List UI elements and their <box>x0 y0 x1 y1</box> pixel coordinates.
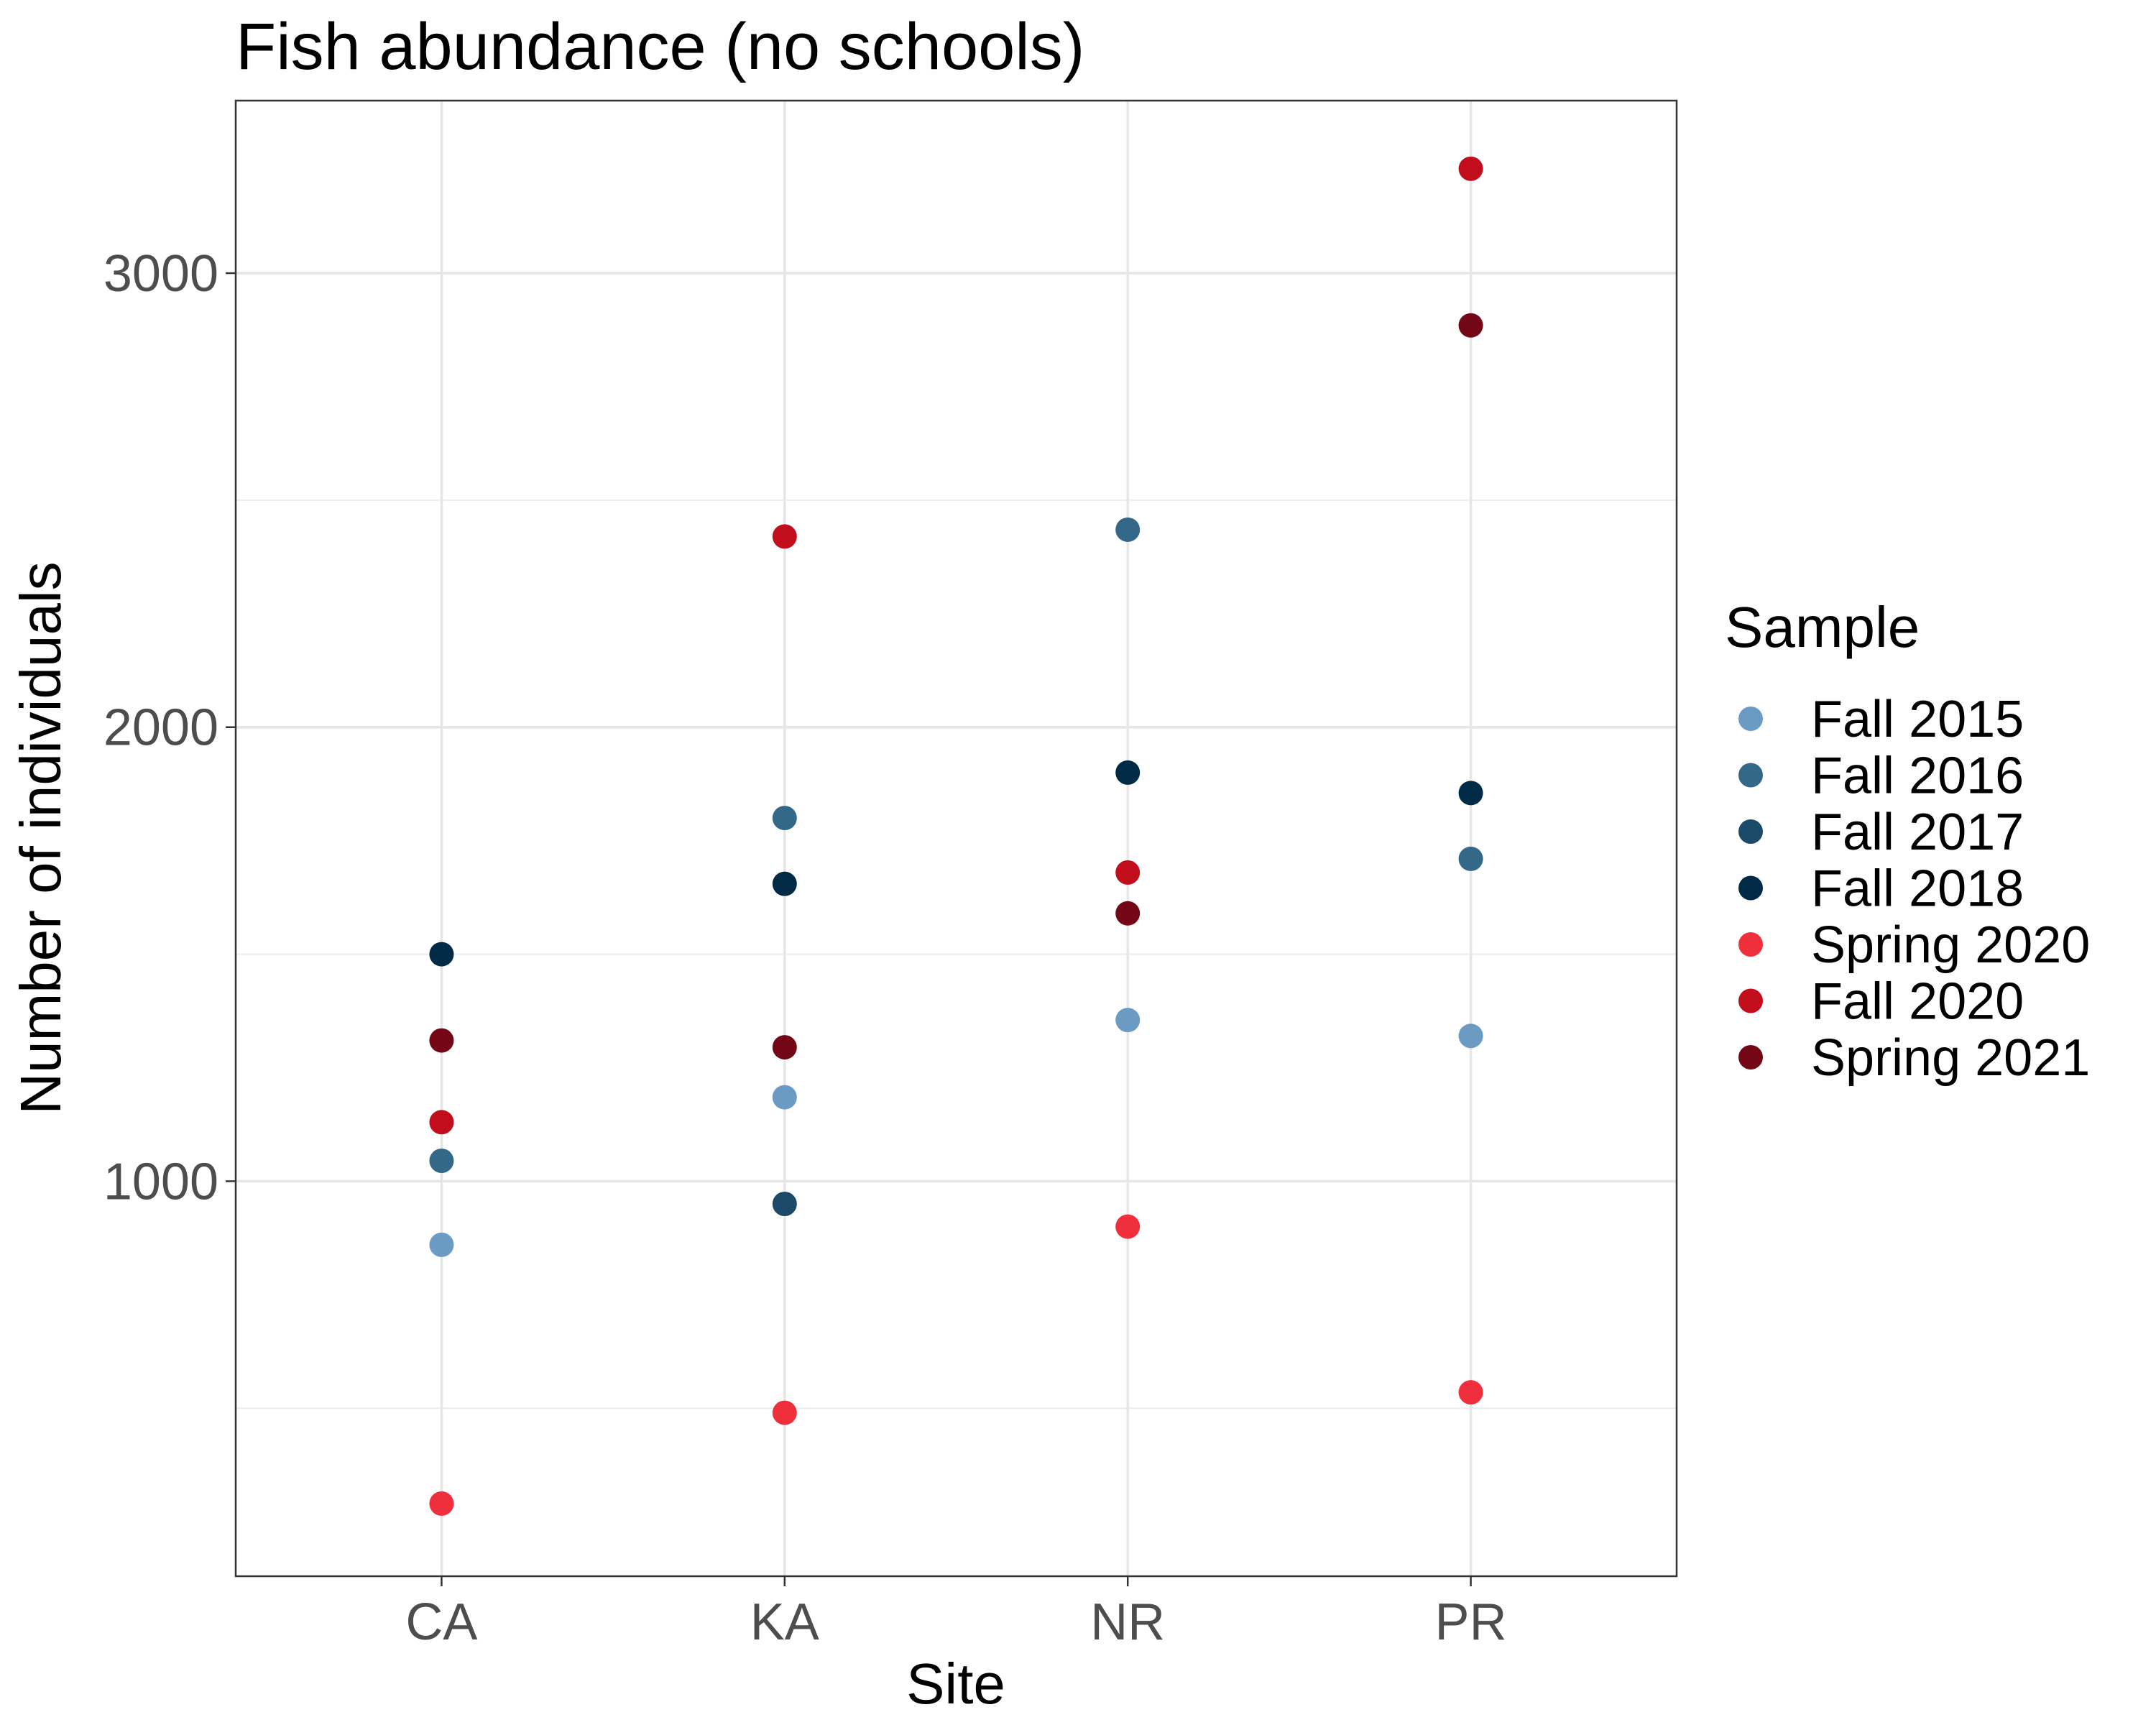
x-axis-title: Site <box>906 1652 1005 1716</box>
data-point <box>1115 901 1141 926</box>
data-point <box>1115 517 1141 542</box>
x-tick-label: CA <box>405 1593 477 1651</box>
data-point <box>429 1232 454 1257</box>
data-point <box>429 1110 454 1135</box>
x-tick-label: KA <box>750 1593 819 1651</box>
legend-label: Fall 2016 <box>1811 748 2024 805</box>
y-tick-label: 2000 <box>103 699 218 757</box>
data-point <box>772 1085 797 1110</box>
y-axis-title: Number of individuals <box>9 561 73 1114</box>
legend-title: Sample <box>1725 595 1920 659</box>
legend-key <box>1738 707 1763 731</box>
x-tick-label: NR <box>1090 1593 1165 1651</box>
legend-key <box>1738 875 1763 901</box>
major-gridlines <box>236 101 1677 1576</box>
legend-label: Fall 2020 <box>1811 973 2024 1031</box>
legend-label: Spring 2021 <box>1811 1029 2090 1087</box>
data-point <box>772 1400 797 1425</box>
data-point <box>1458 1380 1483 1405</box>
data-point <box>429 1028 454 1053</box>
data-point <box>772 1035 797 1060</box>
plot-border <box>234 99 1678 1578</box>
data-point <box>1115 1008 1141 1033</box>
x-tick-label: PR <box>1435 1593 1507 1651</box>
data-point <box>1115 760 1141 785</box>
data-point <box>1458 781 1483 806</box>
data-point <box>429 1149 454 1174</box>
data-point <box>772 806 797 831</box>
data-point <box>1115 860 1141 885</box>
y-axis: 1000 2000 3000 <box>103 245 236 1210</box>
legend-key <box>1738 988 1763 1013</box>
data-point <box>772 1192 797 1217</box>
data-point <box>1458 1024 1483 1049</box>
data-point <box>429 942 454 967</box>
legend-key <box>1738 763 1763 788</box>
legend-key <box>1738 932 1763 957</box>
legend-label: Spring 2020 <box>1811 916 2090 974</box>
data-point <box>772 524 797 549</box>
legend-label: Fall 2015 <box>1811 691 2024 748</box>
data-point <box>1115 1214 1141 1239</box>
legend-label: Fall 2017 <box>1811 804 2024 861</box>
data-points <box>429 156 1483 1516</box>
data-point <box>429 1491 454 1516</box>
data-point <box>1458 156 1483 181</box>
legend-key <box>1738 819 1763 844</box>
data-point <box>1458 846 1483 871</box>
data-point <box>1458 313 1483 338</box>
data-point <box>772 871 797 896</box>
x-axis: CA KA NR PR <box>405 1576 1507 1651</box>
chart-title: Fish abundance (no schools) <box>236 10 1084 83</box>
legend-key <box>1738 1045 1763 1070</box>
y-tick-label: 3000 <box>103 245 218 303</box>
plot-panel <box>236 101 1677 1576</box>
legend-label: Fall 2018 <box>1811 860 2024 918</box>
minor-gridlines <box>236 499 1677 1409</box>
y-tick-label: 1000 <box>103 1153 218 1210</box>
